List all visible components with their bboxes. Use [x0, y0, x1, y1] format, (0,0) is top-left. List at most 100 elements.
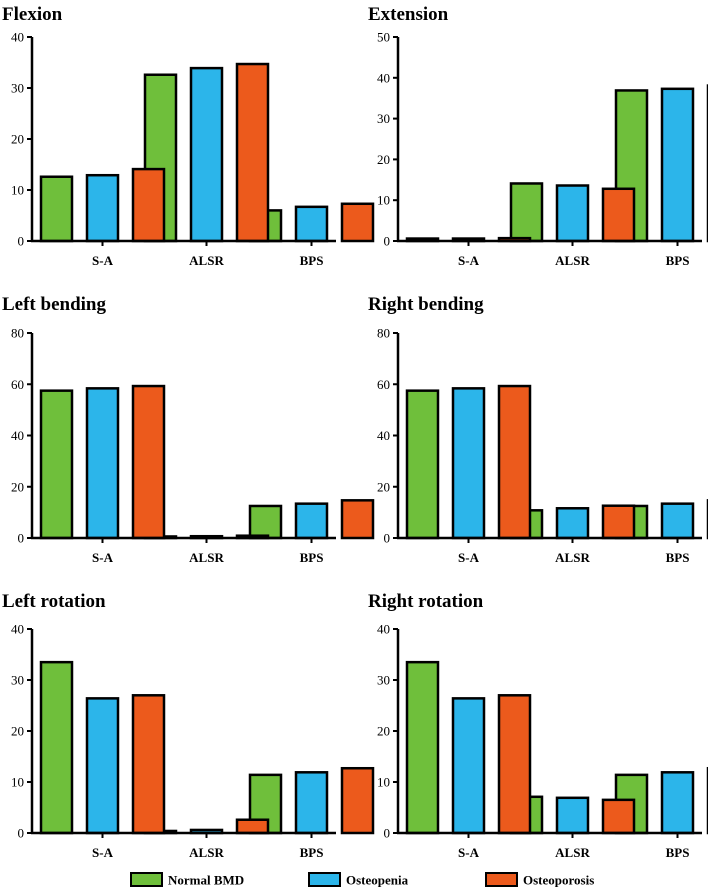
x-tick-label: BPS: [300, 253, 324, 268]
legend-swatch-osteoporosis: [485, 872, 518, 887]
bar-osteopenia-s-a: [451, 387, 486, 540]
y-tick-label: 20: [377, 152, 390, 167]
bar-osteoporosis-alsr: [235, 62, 270, 243]
y-tick-label: 20: [377, 479, 390, 494]
y-tick-label: 60: [11, 377, 24, 392]
legend-swatch-normal-bmd: [130, 872, 163, 887]
y-tick-label: 30: [377, 111, 390, 126]
y-tick-label: 40: [11, 428, 24, 443]
y-tick-label: 20: [11, 132, 24, 147]
legend-label: Normal BMD: [168, 873, 244, 888]
bar-osteoporosis-s-a: [497, 694, 532, 835]
x-tick-label: BPS: [666, 253, 690, 268]
bar-normal-bmd-s-a: [405, 389, 440, 540]
panel-title: Flexion: [2, 4, 63, 25]
bar-osteopenia-s-a: [85, 173, 120, 243]
bar-osteopenia-s-a: [85, 697, 120, 835]
bar-osteopenia-bps: [660, 502, 695, 540]
y-tick-label: 0: [18, 234, 25, 249]
y-tick-label: 20: [11, 724, 24, 739]
bar-osteoporosis-alsr: [235, 818, 270, 835]
bar-osteoporosis-alsr: [601, 504, 636, 540]
bar-osteopenia-alsr: [555, 796, 590, 835]
bar-osteoporosis-bps: [340, 499, 375, 540]
panel-title: Right rotation: [368, 591, 484, 612]
y-tick-label: 0: [384, 234, 391, 249]
y-tick-label: 0: [384, 531, 391, 546]
bar-osteopenia-bps: [294, 205, 329, 243]
x-tick-label: BPS: [666, 845, 690, 860]
bar-osteopenia-alsr: [555, 184, 590, 243]
x-tick-label: S-A: [92, 845, 114, 860]
chart-panel-6: Right rotation 0 10 20 30 40 S-A ALSR BPS: [368, 591, 708, 860]
y-tick-label: 30: [11, 81, 24, 96]
bar-osteoporosis-s-a: [131, 694, 166, 835]
y-tick-label: 80: [11, 326, 24, 341]
bar-normal-bmd-s-a: [39, 389, 74, 540]
y-tick-label: 30: [377, 673, 390, 688]
panel-title: Left rotation: [2, 591, 106, 612]
y-tick-label: 40: [377, 70, 390, 85]
y-tick-label: 10: [377, 775, 390, 790]
x-tick-label: ALSR: [555, 550, 590, 565]
chart-panel-5: Left rotation 0 10 20 30 40 S-A ALSR BPS: [2, 591, 375, 860]
y-tick-label: 40: [377, 622, 390, 637]
bar-normal-bmd-s-a: [405, 660, 440, 835]
x-tick-label: S-A: [458, 550, 480, 565]
y-tick-label: 50: [377, 30, 390, 45]
y-tick-label: 40: [377, 428, 390, 443]
legend-label: Osteoporosis: [523, 873, 594, 888]
bar-osteoporosis-alsr: [601, 187, 636, 243]
bar-osteopenia-bps: [294, 502, 329, 540]
bar-osteopenia-alsr: [555, 507, 590, 540]
y-tick-label: 80: [377, 326, 390, 341]
bar-osteoporosis-s-a: [497, 384, 532, 540]
x-tick-label: ALSR: [555, 845, 590, 860]
legend-swatch-osteopenia: [308, 872, 341, 887]
y-tick-label: 10: [11, 183, 24, 198]
x-tick-label: ALSR: [189, 550, 224, 565]
chart-panel-4: Right bending 0 20 40 60 80 S-A ALSR BPS: [368, 294, 708, 565]
chart-panel-1: Flexion 0 10 20 30 40 S-A ALSR BPS: [2, 4, 375, 268]
y-tick-label: 10: [377, 193, 390, 208]
bar-osteopenia-bps: [660, 87, 695, 243]
legend: Normal BMD Osteopenia Osteoporosis: [130, 872, 594, 888]
y-tick-label: 40: [11, 30, 24, 45]
bar-osteopenia-bps: [660, 771, 695, 835]
bar-osteopenia-bps: [294, 771, 329, 835]
x-tick-label: S-A: [92, 253, 114, 268]
x-tick-label: BPS: [300, 845, 324, 860]
panel-title: Extension: [368, 4, 449, 25]
x-tick-label: ALSR: [189, 253, 224, 268]
bar-normal-bmd-bps: [248, 504, 283, 540]
y-tick-label: 0: [384, 826, 391, 841]
y-tick-label: 40: [11, 622, 24, 637]
x-tick-label: BPS: [300, 550, 324, 565]
bar-normal-bmd-alsr: [509, 182, 544, 243]
x-tick-label: ALSR: [189, 845, 224, 860]
x-tick-label: S-A: [92, 550, 114, 565]
y-tick-label: 20: [11, 479, 24, 494]
bar-normal-bmd-s-a: [39, 175, 74, 243]
x-tick-label: S-A: [458, 845, 480, 860]
bar-osteopenia-alsr: [189, 66, 224, 243]
y-tick-label: 0: [18, 826, 25, 841]
bar-osteoporosis-alsr: [601, 798, 636, 835]
bar-osteopenia-s-a: [451, 697, 486, 835]
panel-title: Left bending: [2, 294, 106, 315]
y-tick-label: 30: [11, 673, 24, 688]
bar-osteopenia-s-a: [85, 387, 120, 540]
panel-title: Right bending: [368, 294, 484, 315]
y-tick-label: 60: [377, 377, 390, 392]
x-tick-label: ALSR: [555, 253, 590, 268]
bar-osteoporosis-bps: [340, 202, 375, 243]
bar-osteoporosis-s-a: [131, 384, 166, 540]
chart-panel-2: Extension 0 10 20 30 40 50 S-A ALSR BPS: [368, 4, 708, 268]
bar-normal-bmd-s-a: [39, 660, 74, 835]
x-tick-label: S-A: [458, 253, 480, 268]
x-tick-label: BPS: [666, 550, 690, 565]
legend-label: Osteopenia: [346, 873, 409, 888]
y-tick-label: 0: [18, 531, 25, 546]
bar-osteoporosis-s-a: [131, 167, 166, 243]
